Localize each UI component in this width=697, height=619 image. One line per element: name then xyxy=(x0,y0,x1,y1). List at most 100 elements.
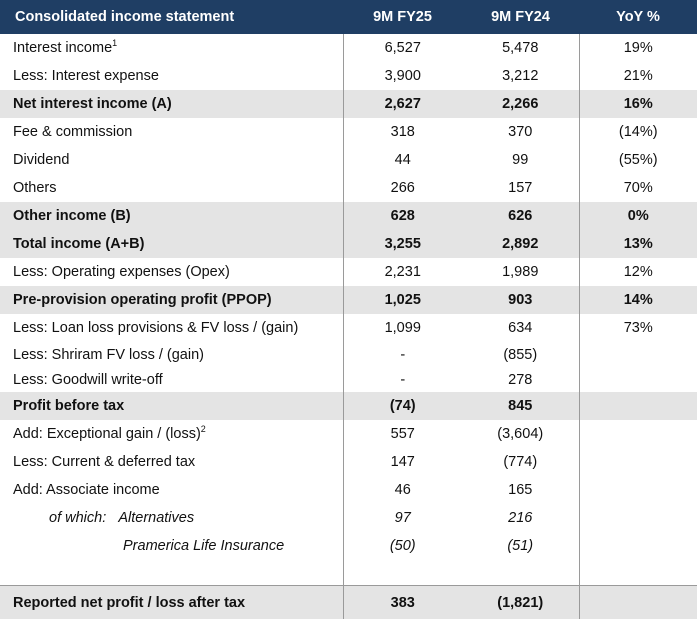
value-9m-fy25: 2,627 xyxy=(343,90,462,118)
row-label: Pre-provision operating profit (PPOP) xyxy=(0,286,343,314)
row-label: Pramerica Life Insurance xyxy=(13,538,284,554)
value-9m-fy24: 634 xyxy=(462,314,579,342)
row-associate-income: Add: Associate income 46 165 xyxy=(0,476,697,504)
value-9m-fy25: 1,099 xyxy=(343,314,462,342)
header-9m-fy25: 9M FY25 xyxy=(343,0,462,34)
value-9m-fy25: 318 xyxy=(343,118,462,146)
row-net-interest-income: Net interest income (A) 2,627 2,266 16% xyxy=(0,90,697,118)
value-9m-fy25: (50) xyxy=(343,532,462,560)
value-yoy: 16% xyxy=(579,90,697,118)
row-label: Alternatives xyxy=(118,510,194,526)
value-yoy: 73% xyxy=(579,314,697,342)
value-9m-fy25: 383 xyxy=(343,586,462,619)
row-label: Total income (A+B) xyxy=(0,230,343,258)
value-yoy xyxy=(579,420,697,448)
value-9m-fy25: - xyxy=(343,367,462,392)
row-label: Add: Associate income xyxy=(0,476,343,504)
row-loan-loss-provisions: Less: Loan loss provisions & FV loss / (… xyxy=(0,314,697,342)
row-reported-net-profit: Reported net profit / loss after tax 383… xyxy=(0,586,697,619)
value-9m-fy25: 2,231 xyxy=(343,258,462,286)
value-yoy: 12% xyxy=(579,258,697,286)
row-label: Add: Exceptional gain / (loss) xyxy=(13,426,201,442)
value-yoy xyxy=(579,476,697,504)
value-yoy xyxy=(579,532,697,560)
value-9m-fy24: 216 xyxy=(462,504,579,532)
row-shriram-fv-loss: Less: Shriram FV loss / (gain) - (855) xyxy=(0,342,697,367)
value-yoy: 14% xyxy=(579,286,697,314)
value-9m-fy24: 5,478 xyxy=(462,34,579,62)
value-9m-fy25: 1,025 xyxy=(343,286,462,314)
value-9m-fy25: 147 xyxy=(343,448,462,476)
value-9m-fy24: 157 xyxy=(462,174,579,202)
value-yoy: 0% xyxy=(579,202,697,230)
value-9m-fy24: (3,604) xyxy=(462,420,579,448)
row-label: Profit before tax xyxy=(0,392,343,420)
of-which-prefix: of which: xyxy=(13,510,106,526)
value-yoy: (55%) xyxy=(579,146,697,174)
row-exceptional-gain: Add: Exceptional gain / (loss)2 557 (3,6… xyxy=(0,420,697,448)
value-yoy: 70% xyxy=(579,174,697,202)
row-fee-commission: Fee & commission 318 370 (14%) xyxy=(0,118,697,146)
value-9m-fy25: 3,900 xyxy=(343,62,462,90)
value-9m-fy24: 1,989 xyxy=(462,258,579,286)
value-9m-fy25: 44 xyxy=(343,146,462,174)
row-total-income: Total income (A+B) 3,255 2,892 13% xyxy=(0,230,697,258)
value-9m-fy25: (74) xyxy=(343,392,462,420)
value-9m-fy24: 3,212 xyxy=(462,62,579,90)
value-yoy: 21% xyxy=(579,62,697,90)
value-9m-fy25: 46 xyxy=(343,476,462,504)
value-9m-fy25: 628 xyxy=(343,202,462,230)
value-9m-fy25: 3,255 xyxy=(343,230,462,258)
value-yoy xyxy=(579,586,697,619)
row-profit-before-tax: Profit before tax (74) 845 xyxy=(0,392,697,420)
row-label: Less: Current & deferred tax xyxy=(0,448,343,476)
header-9m-fy24: 9M FY24 xyxy=(462,0,579,34)
row-pramerica-life: Pramerica Life Insurance (50) (51) xyxy=(0,532,697,560)
value-9m-fy24: (1,821) xyxy=(462,586,579,619)
row-current-deferred-tax: Less: Current & deferred tax 147 (774) xyxy=(0,448,697,476)
row-others: Others 266 157 70% xyxy=(0,174,697,202)
row-label: Less: Shriram FV loss / (gain) xyxy=(0,342,343,367)
row-label: Net interest income (A) xyxy=(0,90,343,118)
value-yoy: 19% xyxy=(579,34,697,62)
value-9m-fy24: 165 xyxy=(462,476,579,504)
row-other-income: Other income (B) 628 626 0% xyxy=(0,202,697,230)
row-label: Fee & commission xyxy=(0,118,343,146)
row-label: Reported net profit / loss after tax xyxy=(0,586,343,619)
value-9m-fy25: 97 xyxy=(343,504,462,532)
row-label: Other income (B) xyxy=(0,202,343,230)
row-operating-expenses: Less: Operating expenses (Opex) 2,231 1,… xyxy=(0,258,697,286)
value-9m-fy24: (855) xyxy=(462,342,579,367)
value-9m-fy24: 99 xyxy=(462,146,579,174)
row-label: Others xyxy=(0,174,343,202)
value-9m-fy24: (51) xyxy=(462,532,579,560)
row-label: Less: Goodwill write-off xyxy=(0,367,343,392)
row-goodwill-write-off: Less: Goodwill write-off - 278 xyxy=(0,367,697,392)
row-label: Less: Loan loss provisions & FV loss / (… xyxy=(0,314,343,342)
value-9m-fy25: - xyxy=(343,342,462,367)
value-9m-fy24: 845 xyxy=(462,392,579,420)
spacer-row xyxy=(0,560,697,586)
row-interest-expense: Less: Interest expense 3,900 3,212 21% xyxy=(0,62,697,90)
value-yoy xyxy=(579,367,697,392)
row-alternatives: of which: Alternatives 97 216 xyxy=(0,504,697,532)
value-9m-fy25: 557 xyxy=(343,420,462,448)
value-9m-fy24: (774) xyxy=(462,448,579,476)
value-yoy xyxy=(579,504,697,532)
value-yoy xyxy=(579,342,697,367)
row-interest-income: Interest income1 6,527 5,478 19% xyxy=(0,34,697,62)
value-9m-fy24: 626 xyxy=(462,202,579,230)
footnote-marker: 2 xyxy=(201,424,206,434)
value-9m-fy24: 2,892 xyxy=(462,230,579,258)
value-yoy: 13% xyxy=(579,230,697,258)
header-row: Consolidated income statement 9M FY25 9M… xyxy=(0,0,697,34)
row-label: Less: Operating expenses (Opex) xyxy=(0,258,343,286)
footnote-marker: 1 xyxy=(112,38,117,48)
value-9m-fy24: 2,266 xyxy=(462,90,579,118)
row-dividend: Dividend 44 99 (55%) xyxy=(0,146,697,174)
value-9m-fy24: 903 xyxy=(462,286,579,314)
value-9m-fy25: 6,527 xyxy=(343,34,462,62)
value-9m-fy24: 278 xyxy=(462,367,579,392)
row-label: Interest income xyxy=(13,40,112,56)
